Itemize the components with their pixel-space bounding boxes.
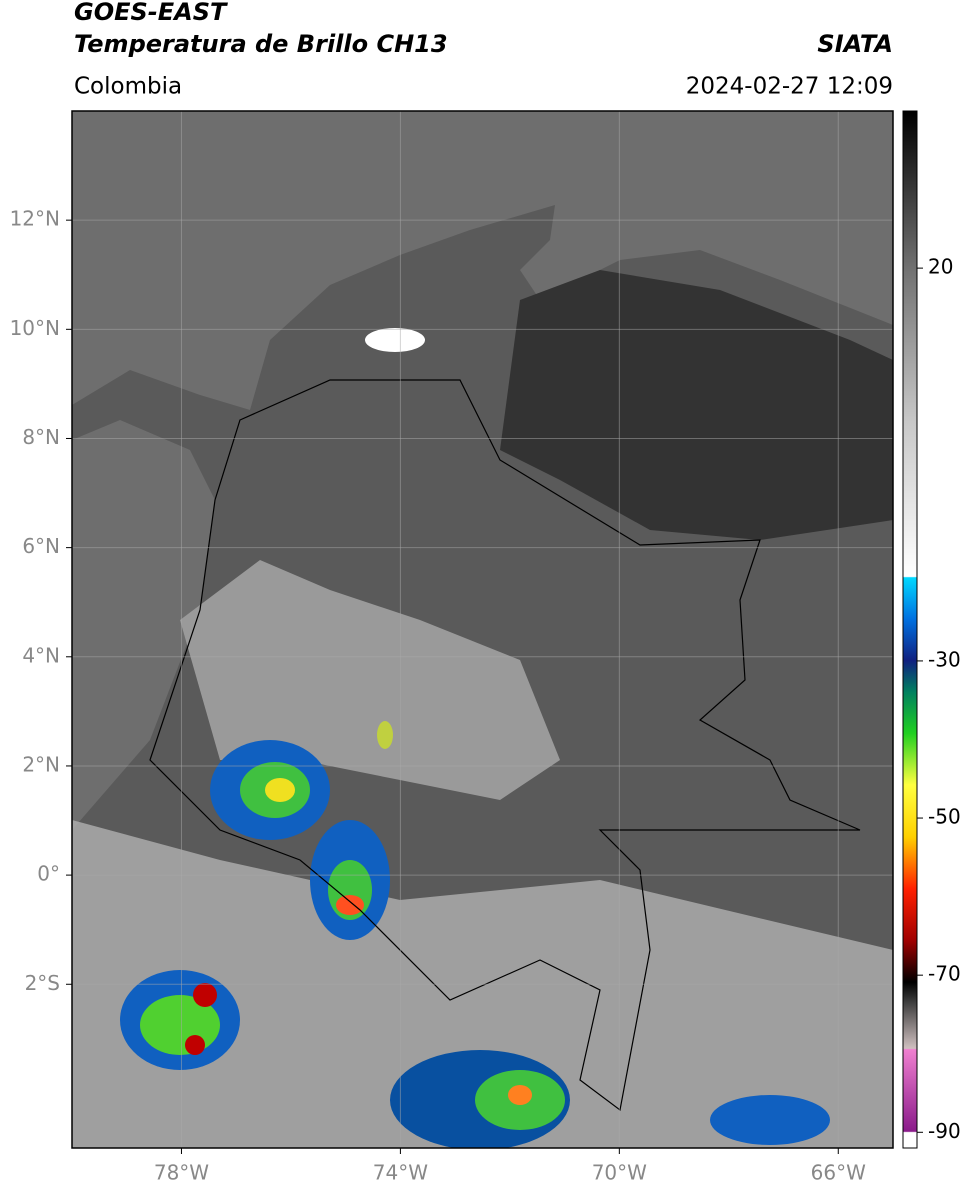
x-tick-label: 66°W [811, 1161, 866, 1185]
title-line1: GOES-EAST [74, 0, 228, 26]
x-tick-label: 78°W [154, 1161, 209, 1185]
colorbar-tick-label: -30 [928, 647, 961, 671]
colorbar [902, 110, 918, 1149]
x-tick-label: 74°W [373, 1161, 428, 1185]
graticule [72, 111, 893, 1148]
y-tick-label: 2°N [22, 752, 60, 776]
y-tick-label: 10°N [10, 316, 60, 340]
colorbar-tick-label: -70 [928, 962, 961, 986]
x-tick-label: 70°W [592, 1161, 647, 1185]
convection [120, 328, 830, 1148]
y-tick-label: 4°N [22, 643, 60, 667]
colorbar-tick-label: -90 [928, 1119, 961, 1143]
warm-lowlands [500, 270, 893, 540]
y-tick-label: 0° [37, 862, 60, 886]
y-tick-label: 8°N [22, 425, 60, 449]
region: Colombia [74, 74, 182, 100]
y-tick-label: 2°S [25, 971, 60, 995]
map-frame [71, 110, 894, 1149]
y-tick-label: 12°N [10, 207, 60, 231]
colorbar-tick-label: -50 [928, 805, 961, 829]
colorbar-tick-label: 20 [928, 255, 953, 279]
source: SIATA [817, 30, 893, 58]
colombia-border [149, 379, 861, 1112]
y-tick-label: 6°N [22, 534, 60, 558]
title-line2: Temperatura de Brillo CH13 [74, 30, 448, 58]
datetime: 2024-02-27 12:09 [686, 74, 893, 100]
clouds-andes [180, 560, 560, 800]
map-imagery [72, 111, 893, 1148]
